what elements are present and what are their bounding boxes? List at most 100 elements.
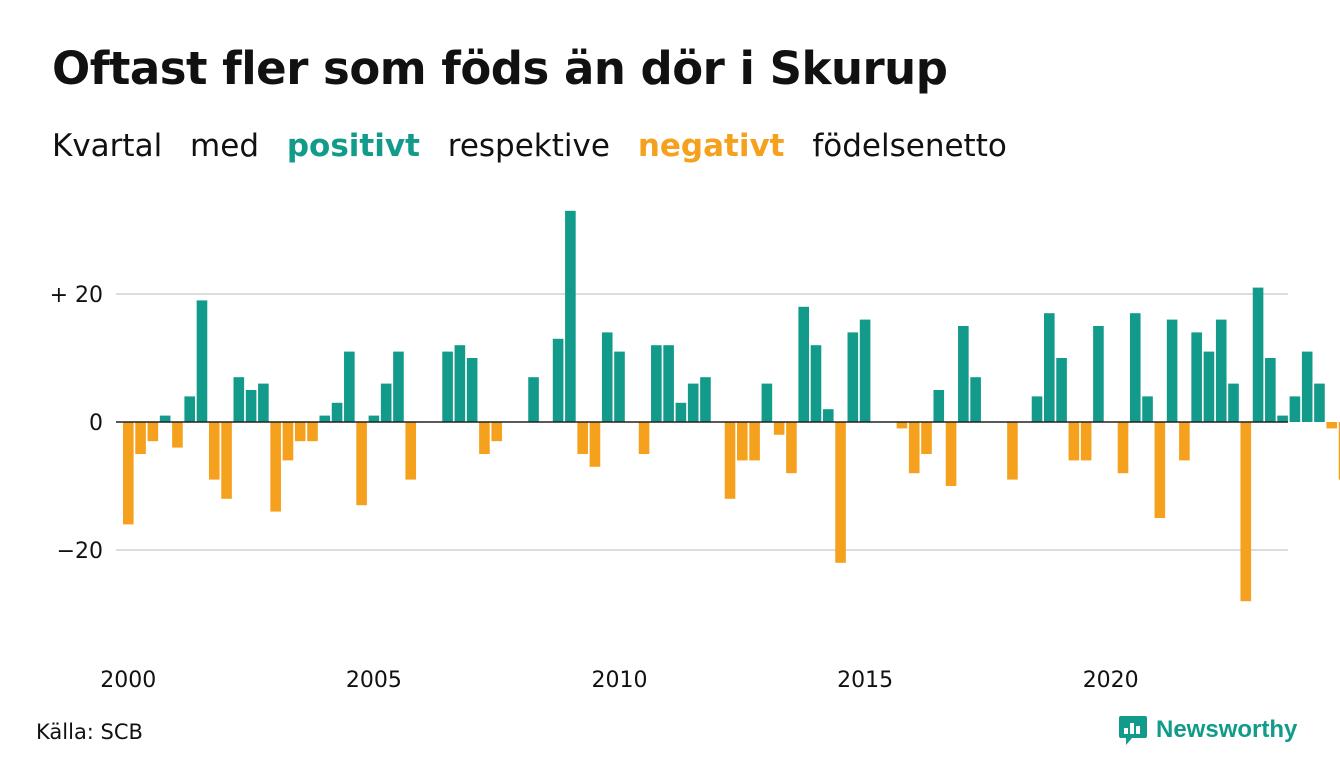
bar <box>1301 351 1313 422</box>
bar <box>638 422 650 454</box>
bar <box>589 422 601 467</box>
bar <box>970 377 981 422</box>
source-note: Källa: SCB <box>36 720 143 744</box>
bar <box>1068 422 1080 461</box>
bar <box>933 390 945 422</box>
bar <box>1154 422 1166 518</box>
bar <box>810 345 822 422</box>
brand-name: Newsworthy <box>1156 716 1298 743</box>
bar <box>331 402 343 422</box>
y-tick-label: + 20 <box>50 283 103 308</box>
bar <box>786 422 797 474</box>
bar <box>319 415 331 422</box>
x-tick-label: 2015 <box>837 668 893 693</box>
bar <box>172 422 183 448</box>
bar <box>822 409 834 422</box>
x-tick-label: 2010 <box>592 668 648 693</box>
bar <box>565 210 576 422</box>
bar <box>1203 351 1215 422</box>
bar <box>675 402 687 422</box>
bar <box>1142 396 1153 422</box>
bar <box>908 422 920 474</box>
bar <box>687 383 699 422</box>
subtitle-word: Kvartal <box>52 128 163 164</box>
newsworthy-logo: Newsworthy <box>1118 712 1297 748</box>
bar <box>135 422 146 454</box>
bar <box>921 422 932 454</box>
bar <box>1252 287 1264 422</box>
bar <box>958 326 969 422</box>
bar <box>835 422 846 563</box>
chart-subtitle: Kvartal med positivt respektive negativt… <box>52 128 1025 164</box>
bar <box>466 358 478 422</box>
bar <box>159 415 171 422</box>
bar <box>1129 313 1141 422</box>
bar <box>1191 332 1202 422</box>
bar <box>749 422 760 461</box>
bar <box>614 351 625 422</box>
bar <box>405 422 417 480</box>
bar <box>1277 415 1288 422</box>
bar <box>663 345 674 422</box>
subtitle-word: med <box>190 128 259 164</box>
bar <box>491 422 502 442</box>
x-tick-label: 2000 <box>100 668 156 693</box>
bar <box>1056 358 1067 422</box>
bar <box>1031 396 1043 422</box>
bar <box>528 377 539 422</box>
positive-legend-label: positivt <box>286 128 420 164</box>
bar <box>344 351 355 422</box>
bar <box>651 345 662 422</box>
bar <box>1179 422 1190 461</box>
x-tick-label: 2005 <box>346 668 402 693</box>
bar <box>761 383 773 422</box>
bar <box>737 422 748 461</box>
subtitle-word: födelsenetto <box>812 128 1007 164</box>
bar <box>1228 383 1239 422</box>
bar <box>258 383 269 422</box>
bar <box>208 422 220 480</box>
bar <box>380 383 392 422</box>
bar <box>233 377 245 422</box>
y-tick-label: 0 <box>89 411 103 436</box>
bar <box>270 422 281 512</box>
bar <box>1044 313 1055 422</box>
bar <box>798 306 809 422</box>
bar <box>1338 422 1340 480</box>
chart-title: Oftast fler som föds än dör i Skurup <box>52 42 948 95</box>
bar <box>896 422 908 429</box>
bar <box>700 377 711 422</box>
bar <box>1265 358 1276 422</box>
bar <box>1166 319 1178 422</box>
bar <box>1215 319 1227 422</box>
subtitle-word: respektive <box>447 128 610 164</box>
bar <box>1007 422 1018 480</box>
bar <box>454 345 466 422</box>
bar <box>1117 422 1129 474</box>
bar <box>442 351 453 422</box>
bar <box>123 422 134 525</box>
y-tick-label: −20 <box>57 539 103 564</box>
bar <box>245 390 257 422</box>
bar <box>307 422 318 442</box>
bar <box>847 332 859 422</box>
bar <box>196 300 208 422</box>
bar <box>393 351 404 422</box>
bar <box>859 319 871 422</box>
bar <box>479 422 490 454</box>
bar <box>294 422 306 442</box>
bar <box>221 422 232 499</box>
bar <box>773 422 785 435</box>
bar <box>356 422 367 506</box>
negative-legend-label: negativt <box>637 128 785 164</box>
bar <box>147 422 159 442</box>
bar <box>1314 383 1325 422</box>
newsworthy-logo-icon <box>1119 716 1147 745</box>
bar <box>1080 422 1092 461</box>
bar <box>577 422 588 454</box>
bar <box>1240 422 1252 602</box>
bar <box>601 332 613 422</box>
bar <box>1289 396 1301 422</box>
bar <box>184 396 195 422</box>
